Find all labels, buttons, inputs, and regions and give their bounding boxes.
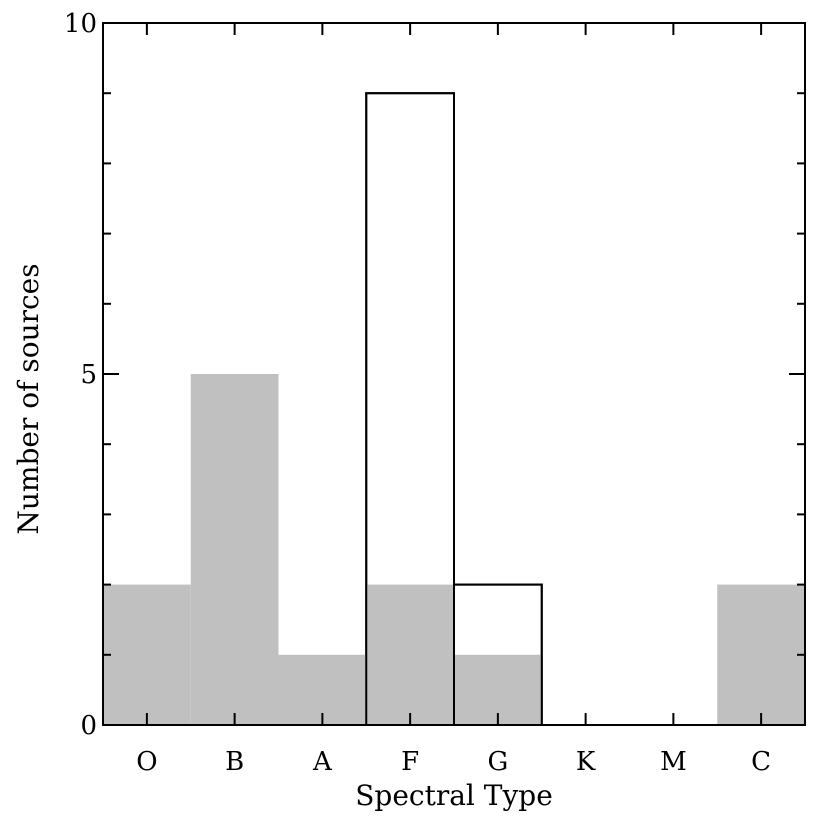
bar-filled-C <box>717 584 805 725</box>
x-tick-label: O <box>136 747 157 777</box>
ticks-layer <box>103 22 805 726</box>
x-axis-label: Spectral Type <box>355 779 553 812</box>
y-tick-label: 0 <box>80 711 97 741</box>
y-axis-label: Number of sources <box>12 263 45 534</box>
x-tick-label: K <box>576 747 596 777</box>
y-tick-label: 10 <box>64 9 97 39</box>
bars-layer <box>103 92 805 726</box>
x-tick-label: F <box>401 747 419 777</box>
x-tick-label: C <box>751 747 771 777</box>
x-tick-label: M <box>660 747 687 777</box>
x-tick-label: A <box>312 747 333 777</box>
labels-layer: 0 5 10 O B A F G K M C <box>64 9 771 777</box>
bar-filled-B <box>190 374 279 725</box>
bar-filled-F <box>366 584 454 725</box>
y-tick-label: 5 <box>80 360 97 390</box>
bar-filled-O <box>103 584 191 725</box>
x-tick-label: G <box>487 747 508 777</box>
x-tick-label: B <box>225 747 244 777</box>
